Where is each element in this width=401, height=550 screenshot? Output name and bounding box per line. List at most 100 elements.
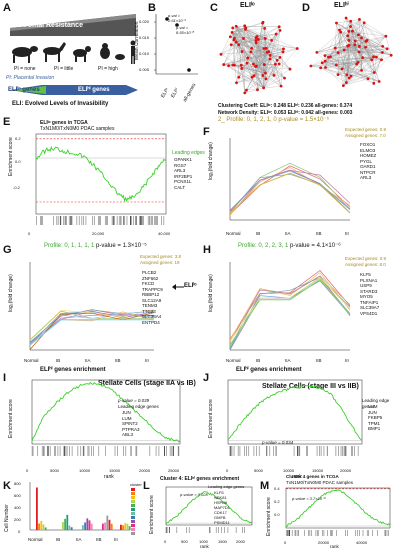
network-node — [279, 84, 283, 88]
network-node — [262, 63, 266, 66]
network-node — [288, 67, 292, 71]
panel-j-xtick-1: 0 — [226, 468, 229, 473]
panel-k-ytick-4: 200 — [14, 517, 21, 522]
cell-count-bar — [108, 519, 111, 530]
network-node — [349, 25, 352, 28]
eli-lo-point — [165, 17, 169, 21]
network-node — [235, 81, 238, 85]
all-genes-point — [187, 68, 191, 72]
cell-count-bar — [126, 523, 129, 530]
pi-high-label: PI = high — [98, 66, 118, 72]
cell-count-bar — [44, 527, 47, 530]
panel-e-leading-label: Leading edges — [172, 150, 205, 156]
legend-swatch — [131, 508, 135, 511]
pi-little-label: PI = little — [54, 66, 74, 72]
panel-d-letter: D — [302, 2, 310, 14]
panel-e-leading-list: GPANK1 RGS7 ARL3 IRF2BP1 PCNX1L CALT — [174, 157, 193, 190]
network-node — [315, 50, 319, 54]
panel-e-xtick-1: 0 — [28, 231, 31, 236]
panel-k-xtick-2: IB — [56, 537, 61, 542]
network-node — [372, 81, 376, 85]
network-node — [323, 59, 327, 63]
panel-l-enrichment-plot — [165, 486, 253, 533]
network-node — [219, 52, 223, 56]
cell-count-bar — [104, 522, 106, 530]
panel-j-xtick-5: 20000 — [340, 468, 352, 473]
gene-profile-line — [229, 272, 351, 341]
gene-profile-line — [29, 311, 155, 346]
model-profile-line — [229, 278, 351, 346]
network-node — [324, 66, 327, 69]
panel-l-leading-list: KLF5 NEK81 HSPB8 MAP7D1 CDK17 GMFB PSMD11 — [214, 490, 231, 525]
panel-g-ylabel: log₂(fold change) — [8, 274, 14, 312]
network-node — [261, 74, 265, 77]
network-node — [283, 76, 286, 80]
network-node — [254, 36, 258, 40]
panel-e-ytick-2: 0.0 — [15, 159, 21, 164]
network-node — [254, 41, 258, 45]
network-node — [336, 51, 340, 55]
panel-k-letter: K — [3, 480, 11, 492]
network-node — [268, 54, 272, 57]
plot-frame — [31, 379, 181, 445]
panel-f-ylabel: log₂(fold change) — [208, 142, 214, 180]
network-node — [334, 63, 338, 67]
gene-profile-line — [229, 173, 351, 213]
network-node — [338, 28, 341, 32]
legend-swatch — [131, 520, 135, 523]
network-node — [270, 38, 274, 42]
network-node — [381, 51, 384, 54]
gene-profile-line — [229, 169, 351, 212]
panel-f-xtick-1: Normal — [226, 231, 241, 236]
running-score-line — [35, 145, 167, 203]
network-node — [264, 77, 268, 81]
network-node — [244, 27, 247, 31]
network-node — [228, 35, 232, 39]
panel-e-letter: E — [3, 116, 11, 128]
legend-swatch — [131, 528, 135, 531]
network-node — [349, 74, 353, 78]
legend-swatch — [131, 500, 135, 503]
network-node — [227, 64, 231, 68]
cell-count-bar — [36, 487, 38, 530]
network-node — [347, 39, 351, 42]
network-node — [233, 36, 236, 40]
panel-g-arrow-label: ELIˡᵒ — [184, 283, 197, 289]
panel-m-letter: M — [260, 480, 270, 492]
cell-count-bar — [102, 523, 104, 530]
panel-c-letter: C — [210, 2, 218, 14]
network-node — [250, 75, 254, 79]
panel-h-letter: H — [203, 244, 211, 256]
network-node — [278, 56, 282, 59]
panel-f-gene-list: FOXO1 ELMO3 HOMEZ PYGL OARD1 NTPCR ARL3 — [360, 142, 377, 180]
panel-g-xtick-3: IIA — [85, 358, 91, 363]
panel-d-title: ELIʰⁱ — [334, 2, 349, 9]
network-node — [377, 80, 381, 83]
network-node — [295, 47, 299, 50]
eli-arrow — [10, 85, 138, 95]
panel-i-xlabel: rank — [104, 474, 114, 480]
panel-k-xtick-1: Normal — [28, 537, 43, 542]
cell-count-bar — [84, 522, 86, 530]
panel-b-ytick-2: 0.015 — [139, 35, 150, 40]
panel-e-enrichment-plot — [35, 133, 167, 225]
network-node — [366, 77, 370, 81]
network-node — [335, 21, 338, 25]
eli-hi-point — [175, 23, 179, 27]
panel-k-ytick-5: 0 — [18, 529, 21, 534]
network-node — [278, 29, 282, 32]
panel-g-profile-plot — [29, 262, 155, 351]
network-node — [365, 38, 369, 42]
network-node — [245, 88, 248, 92]
panel-j-xlabel: rank — [292, 474, 302, 480]
panel-a-letter: A — [3, 2, 11, 14]
gene-profile-line — [229, 277, 351, 350]
network-node — [353, 39, 357, 43]
panel-e-ytick-3: -0.2 — [13, 185, 20, 190]
panel-g-expected: Expected genes: 3.8 — [140, 254, 182, 259]
cell-count-bar — [66, 514, 69, 530]
network-node — [372, 71, 376, 74]
panel-g-xtick-2: IB — [56, 358, 61, 363]
panel-f-profile: 2_ Profile: 0, 1, 2, 1, 0 p-value = 1.5×… — [218, 117, 330, 123]
network-node — [362, 21, 366, 25]
